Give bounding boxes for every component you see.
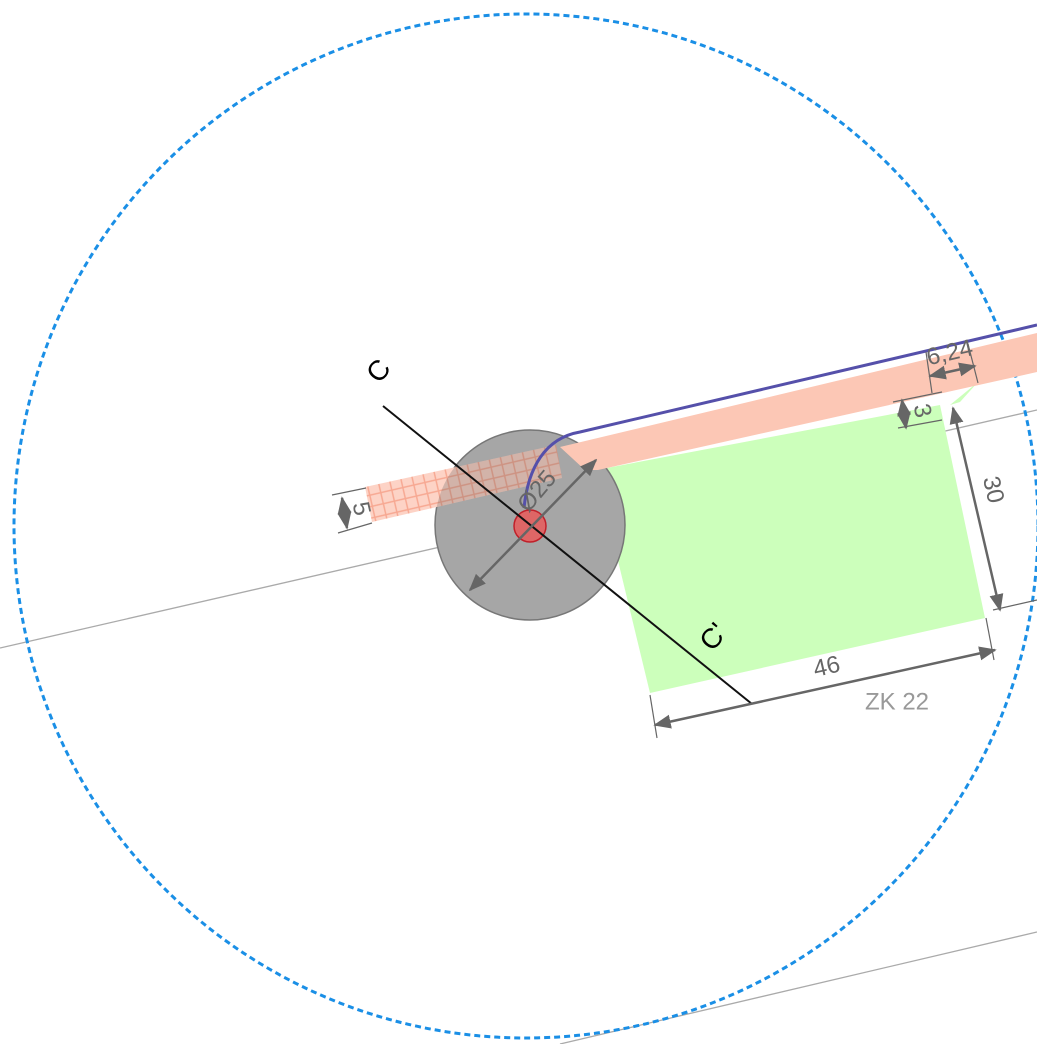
- extension-line: [337, 522, 373, 534]
- dimension-line: [928, 362, 977, 380]
- zone-area: [596, 405, 985, 693]
- dimension-line: [337, 496, 352, 530]
- dimension-line: [653, 646, 997, 729]
- dimension-label: 46: [811, 651, 843, 683]
- dimension-label: 30: [977, 474, 1009, 506]
- zone-label: ZK 22: [865, 688, 929, 715]
- reference-line: [559, 931, 1037, 1044]
- band: [560, 333, 1037, 470]
- extension-line: [649, 694, 658, 739]
- dimension-label: 5: [346, 499, 375, 518]
- dimension-label: 3: [907, 401, 936, 420]
- dimension-line: [896, 398, 912, 430]
- zone-corner: [950, 382, 978, 405]
- extension-line: [985, 617, 995, 661]
- dimension-line: [468, 458, 598, 592]
- section-label: C: [360, 353, 397, 388]
- extension-line: [331, 487, 367, 496]
- range-circle: [12, 12, 1037, 1040]
- dimension-line: [949, 406, 1004, 612]
